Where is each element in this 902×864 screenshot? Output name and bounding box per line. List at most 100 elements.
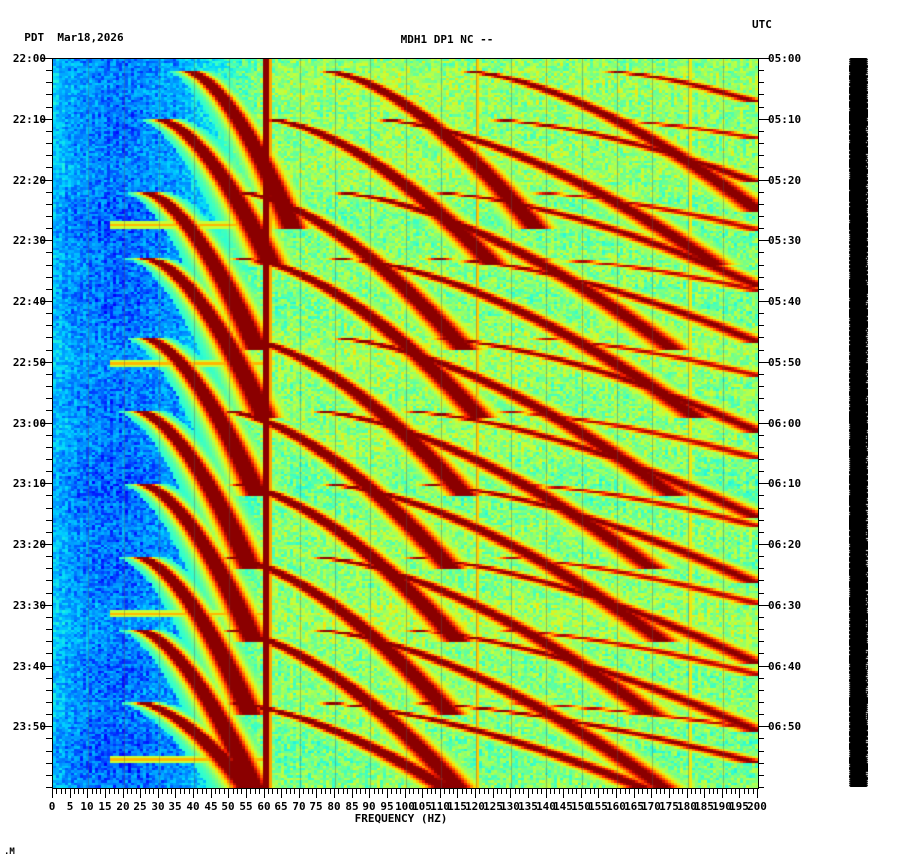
y-tick-left [41,544,52,545]
x-tick [167,789,168,794]
x-tick [162,789,163,794]
x-axis-label: 120 [465,800,485,813]
x-axis-label: 190 [712,800,732,813]
y-axis-label-local: 22:50 [12,356,46,369]
x-tick [206,789,207,794]
x-tick [695,789,696,794]
y-tick-right [758,180,769,181]
x-tick [664,789,665,794]
x-axis-label: 15 [98,800,112,813]
x-tick [563,789,564,798]
x-axis-label: 25 [133,800,147,813]
x-tick [493,789,494,798]
x-tick [396,789,397,794]
color-scale-canvas [849,58,868,787]
x-tick [541,789,542,794]
x-axis-label: 90 [362,800,376,813]
x-axis-label: 175 [659,800,679,813]
x-tick [669,789,670,798]
x-tick [731,789,732,794]
x-tick [352,789,353,798]
x-tick [757,789,758,798]
y-axis-label-local: 23:30 [12,599,46,612]
x-tick [704,789,705,798]
x-axis-label: 200 [747,800,767,813]
x-tick [475,789,476,798]
y-tick-left [41,180,52,181]
x-tick [453,789,454,794]
x-tick [374,789,375,794]
x-axis-label: 30 [151,800,165,813]
x-tick [444,789,445,794]
x-tick [515,789,516,794]
x-tick [625,789,626,794]
y-tick-right [758,423,769,424]
x-tick [145,789,146,794]
x-tick [550,789,551,794]
x-tick [153,789,154,794]
y-axis-label-utc: 06:20 [768,538,802,551]
y-axis-label-utc: 06:10 [768,477,802,490]
spectrogram-plot-area[interactable] [52,58,759,789]
x-tick [369,789,370,798]
x-tick [405,789,406,798]
x-tick [435,789,436,794]
header-timezone-local: PDT Mar18,2026 [11,18,123,44]
x-axis-label: 185 [694,800,714,813]
x-axis-label: 150 [571,800,591,813]
x-tick [722,789,723,798]
x-tick [497,789,498,794]
x-tick [118,789,119,794]
x-tick [343,789,344,794]
x-tick [100,789,101,794]
x-tick [114,789,115,794]
x-tick [568,789,569,794]
x-tick [233,789,234,794]
x-tick [308,789,309,794]
x-tick [197,789,198,794]
y-axis-label-local: 23:40 [12,660,46,673]
x-axis-label: 155 [588,800,608,813]
x-tick [321,789,322,794]
x-tick [673,789,674,794]
x-tick [471,789,472,794]
x-tick [184,789,185,794]
x-tick [616,789,617,798]
y-tick-left [41,605,52,606]
x-tick [140,789,141,798]
x-tick [65,789,66,794]
x-axis-label: 160 [606,800,626,813]
y-tick-left [41,423,52,424]
x-tick [585,789,586,794]
x-axis-label: 45 [204,800,218,813]
y-tick-right [758,119,769,120]
x-tick [537,789,538,794]
x-tick [387,789,388,798]
x-tick [246,789,247,798]
x-tick [678,789,679,794]
x-tick [136,789,137,794]
x-tick [607,789,608,794]
x-tick [620,789,621,794]
x-tick [726,789,727,794]
y-axis-label-utc: 05:20 [768,174,802,187]
x-axis-label: 20 [116,800,130,813]
x-tick [506,789,507,794]
x-tick [92,789,93,794]
x-axis-label: 165 [624,800,644,813]
x-axis-label: 125 [483,800,503,813]
x-tick [70,789,71,798]
x-tick [519,789,520,794]
y-tick-left [41,362,52,363]
x-tick [717,789,718,794]
x-tick [409,789,410,794]
y-axis-label-utc: 05:30 [768,234,802,247]
x-axis-label: 180 [677,800,697,813]
x-axis-label: 0 [48,800,56,813]
x-tick [651,789,652,798]
y-tick-right [758,301,769,302]
x-tick [303,789,304,794]
x-tick [87,789,88,798]
x-tick [462,789,463,794]
x-tick [748,789,749,794]
